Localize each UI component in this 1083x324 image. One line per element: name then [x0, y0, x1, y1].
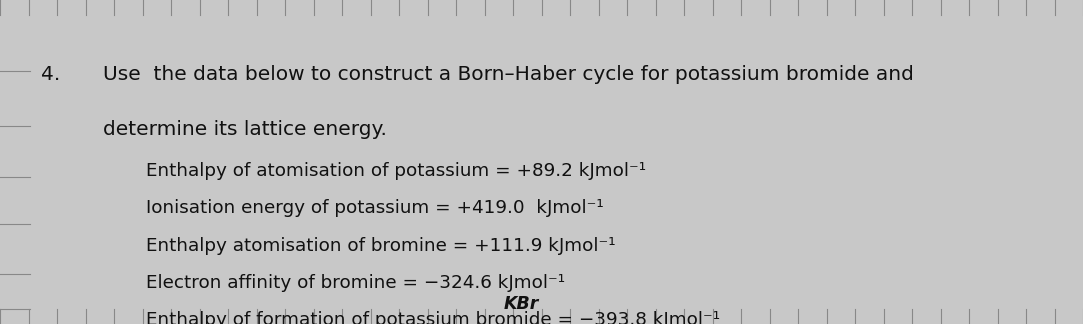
Text: Use  the data below to construct a Born–Haber cycle for potassium bromide and: Use the data below to construct a Born–H… — [103, 65, 914, 84]
Text: determine its lattice energy.: determine its lattice energy. — [103, 120, 387, 139]
Text: Enthalpy atomisation of bromine = +111.9 kJmol⁻¹: Enthalpy atomisation of bromine = +111.9… — [146, 237, 616, 255]
Text: 4.: 4. — [41, 65, 61, 84]
Text: Electron affinity of bromine = −324.6 kJmol⁻¹: Electron affinity of bromine = −324.6 kJ… — [146, 274, 565, 292]
Text: Enthalpy of atomisation of potassium = +89.2 kJmol⁻¹: Enthalpy of atomisation of potassium = +… — [146, 162, 647, 180]
Text: Ionisation energy of potassium = +419.0  kJmol⁻¹: Ionisation energy of potassium = +419.0 … — [146, 199, 604, 217]
Text: Enthalpy of formation of potassium bromide = −393.8 kJmol⁻¹: Enthalpy of formation of potassium bromi… — [146, 311, 720, 324]
Text: KBr: KBr — [504, 295, 539, 313]
